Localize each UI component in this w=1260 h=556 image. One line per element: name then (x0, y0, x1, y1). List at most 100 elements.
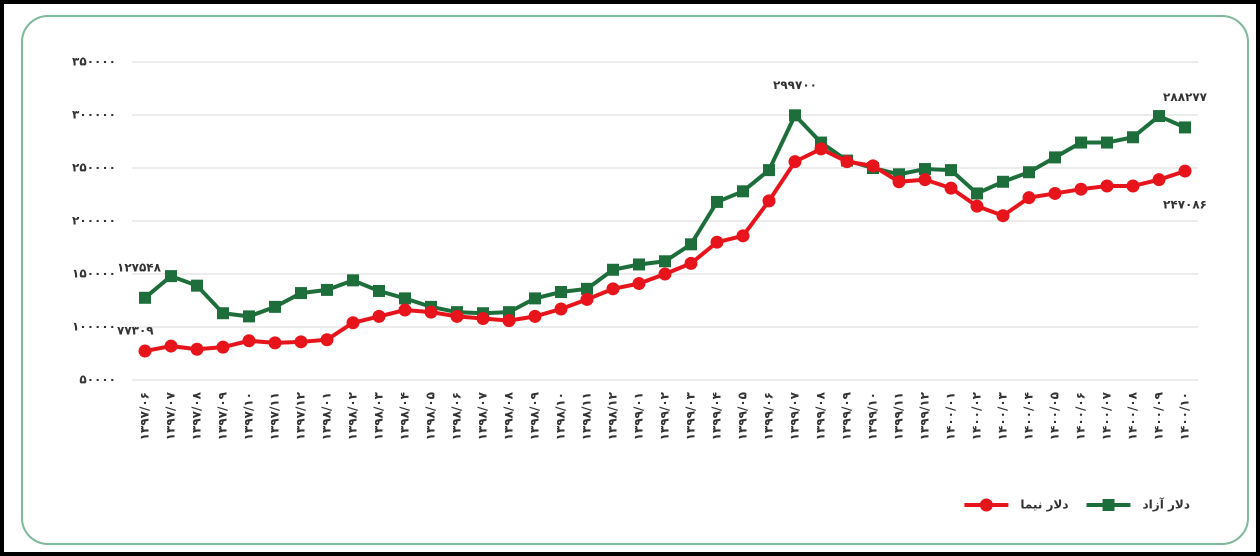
marker (138, 344, 152, 358)
marker (1179, 121, 1191, 134)
marker (191, 279, 203, 292)
marker (945, 164, 957, 177)
x-tick-label: ۱۴۰۰/۰۲ (970, 391, 984, 440)
y-tick-label: ۱۰۰۰۰۰ (72, 320, 116, 334)
marker (789, 109, 801, 122)
marker (581, 282, 593, 295)
marker (554, 302, 568, 316)
marker (632, 277, 646, 291)
marker (190, 342, 204, 356)
x-tick-label: ۱۳۹۷/۰۷ (164, 391, 178, 440)
marker (1126, 179, 1140, 193)
marker (1127, 131, 1139, 144)
y-tick-label: ۳۵۰۰۰۰ (72, 55, 116, 69)
marker (1048, 186, 1062, 200)
marker (970, 199, 984, 213)
marker (633, 258, 645, 271)
marker (944, 181, 958, 195)
y-tick-label: ۲۰۰۰۰۰ (72, 214, 116, 228)
marker (684, 256, 698, 270)
marker (424, 305, 438, 319)
data-label: ۷۷۳۰۹ (117, 324, 154, 338)
marker (1023, 166, 1035, 179)
marker (1022, 191, 1036, 205)
x-tick-label: ۱۴۰۰/۱۰ (1178, 392, 1192, 440)
x-tick-label: ۱۳۹۷/۰۸ (190, 391, 204, 440)
legend-marker (1102, 499, 1115, 511)
y-tick-label: ۳۰۰۰۰۰ (72, 108, 116, 122)
marker (399, 292, 411, 305)
x-tick-label: ۱۳۹۷/۰۶ (138, 392, 152, 440)
data-label: ۲۴۷۰۸۶ (1163, 198, 1207, 212)
marker (528, 309, 542, 323)
x-tick-label: ۱۴۰۰/۰۵ (1048, 392, 1062, 440)
marker (866, 159, 880, 173)
marker (1100, 179, 1114, 193)
marker (321, 283, 333, 296)
marker (840, 155, 854, 169)
x-tick-label: ۱۳۹۹/۰۷ (788, 391, 802, 440)
marker (242, 334, 256, 348)
marker (164, 339, 178, 353)
marker (476, 312, 490, 326)
x-tick-label: ۱۳۹۸/۰۳ (372, 391, 386, 440)
legend-marker (979, 498, 993, 512)
marker (450, 309, 464, 323)
x-tick-label: ۱۳۹۸/۱۱ (580, 392, 594, 440)
y-tick-label: ۲۵۰۰۰۰ (72, 161, 116, 175)
x-tick-label: ۱۴۰۰/۰۶ (1074, 392, 1088, 440)
x-tick-label: ۱۴۰۰/۰۸ (1126, 391, 1140, 440)
marker (788, 155, 802, 169)
x-tick-label: ۱۳۹۸/۰۹ (528, 391, 542, 440)
x-tick-label: ۱۳۹۸/۰۶ (450, 392, 464, 440)
marker (1178, 164, 1192, 178)
marker (763, 164, 775, 177)
x-tick-label: ۱۳۹۹/۱۲ (918, 391, 932, 440)
x-tick-label: ۱۳۹۸/۰۸ (502, 391, 516, 440)
marker (529, 292, 541, 305)
marker (996, 209, 1010, 223)
marker (607, 263, 619, 276)
marker (892, 175, 906, 189)
marker (737, 185, 749, 198)
marker (1049, 151, 1061, 164)
marker (1101, 136, 1113, 149)
marker (1152, 173, 1166, 187)
x-tick-label: ۱۳۹۹/۱۰ (866, 392, 880, 440)
y-tick-label: ۵۰۰۰۰ (79, 373, 116, 387)
x-tick-label: ۱۳۹۹/۱۱ (892, 392, 906, 440)
marker (711, 195, 723, 208)
x-tick-label: ۱۳۹۹/۰۴ (710, 392, 724, 440)
marker (1075, 136, 1087, 149)
marker (295, 287, 307, 300)
x-tick-label: ۱۳۹۸/۱۲ (606, 391, 620, 440)
x-tick-label: ۱۳۹۸/۰۴ (398, 392, 412, 440)
x-tick-label: ۱۴۰۰/۰۱ (944, 392, 958, 440)
x-tick-label: ۱۳۹۸/۱۰ (554, 392, 568, 440)
x-tick-label: ۱۳۹۹/۰۲ (658, 391, 672, 440)
marker (555, 286, 567, 299)
marker (971, 187, 983, 200)
marker (216, 340, 230, 354)
marker (243, 310, 255, 323)
x-tick-label: ۱۳۹۸/۰۷ (476, 391, 490, 440)
x-tick-label: ۱۳۹۹/۰۳ (684, 391, 698, 440)
marker (997, 175, 1009, 188)
x-tick-label: ۱۳۹۹/۰۶ (762, 392, 776, 440)
x-tick-label: ۱۴۰۰/۰۳ (996, 391, 1010, 440)
marker (658, 267, 672, 281)
x-tick-label: ۱۴۰۰/۰۴ (1022, 392, 1036, 440)
marker (502, 314, 516, 328)
x-tick-label: ۱۳۹۹/۰۱ (632, 392, 646, 440)
y-tick-label: ۱۵۰۰۰۰ (72, 267, 116, 281)
x-tick-label: ۱۳۹۹/۰۵ (736, 392, 750, 440)
marker (268, 336, 282, 350)
marker (165, 270, 177, 283)
x-tick-label: ۱۴۰۰/۰۷ (1100, 391, 1114, 440)
marker (580, 292, 594, 306)
data-label: ۲۸۸۲۷۷ (1163, 90, 1208, 104)
data-label: ۱۲۷۵۴۸ (117, 260, 162, 274)
marker (762, 194, 776, 208)
marker (373, 284, 385, 297)
x-tick-label: ۱۳۹۷/۱۰ (242, 392, 256, 440)
